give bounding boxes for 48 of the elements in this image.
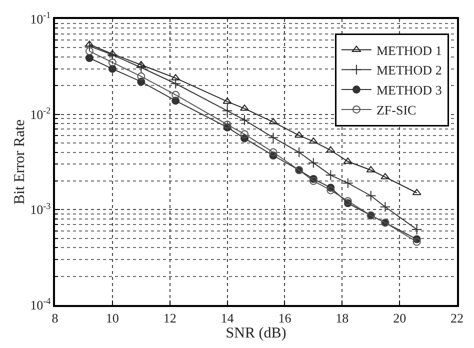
point [108,58,116,66]
x-tick-label: 14 [220,310,234,326]
point [239,114,250,126]
point [412,238,421,246]
legend-label: METHOD 2 [376,62,442,78]
point [136,62,147,73]
point [108,64,116,73]
point [85,47,94,56]
point [240,130,249,138]
point [107,50,118,60]
point [223,120,232,129]
x-axis-title: SNR (dB) [226,325,286,342]
point [308,157,319,168]
point [326,186,335,194]
y-tick-label: 10$^{-2}$ [30,105,52,122]
x-tick-label: 18 [336,310,349,326]
x-tick-label: 20 [393,310,406,326]
point [222,105,233,116]
legend-label: ZF-SIC [376,102,416,118]
y-tick-label: 10$^{-4}$ [30,296,52,313]
point [365,190,376,202]
point [170,78,181,90]
point [269,148,278,156]
point [172,90,180,99]
y-tick-label: 10$^{-1}$ [30,10,51,27]
point [136,60,146,68]
point [294,146,304,158]
point [308,137,318,144]
x-tick-label: 8 [52,310,58,326]
point [294,131,304,138]
point [84,40,95,52]
point [411,224,422,235]
point [380,201,391,212]
x-tick-label: 10 [106,310,119,326]
point [268,132,279,144]
point [137,72,146,80]
point [412,188,422,196]
y-tick-label: 10$^{-3}$ [30,200,52,218]
y-axis-title: Bit Error Rate [12,119,28,204]
point [108,50,117,56]
point [325,170,336,181]
x-tick-label: 16 [278,310,292,326]
point [342,178,354,188]
point [85,54,94,62]
legend-label: METHOD 1 [376,42,442,58]
x-tick-label: 22 [450,310,464,326]
legend-label: METHOD 3 [376,82,442,98]
x-tick-label: 12 [163,310,176,326]
